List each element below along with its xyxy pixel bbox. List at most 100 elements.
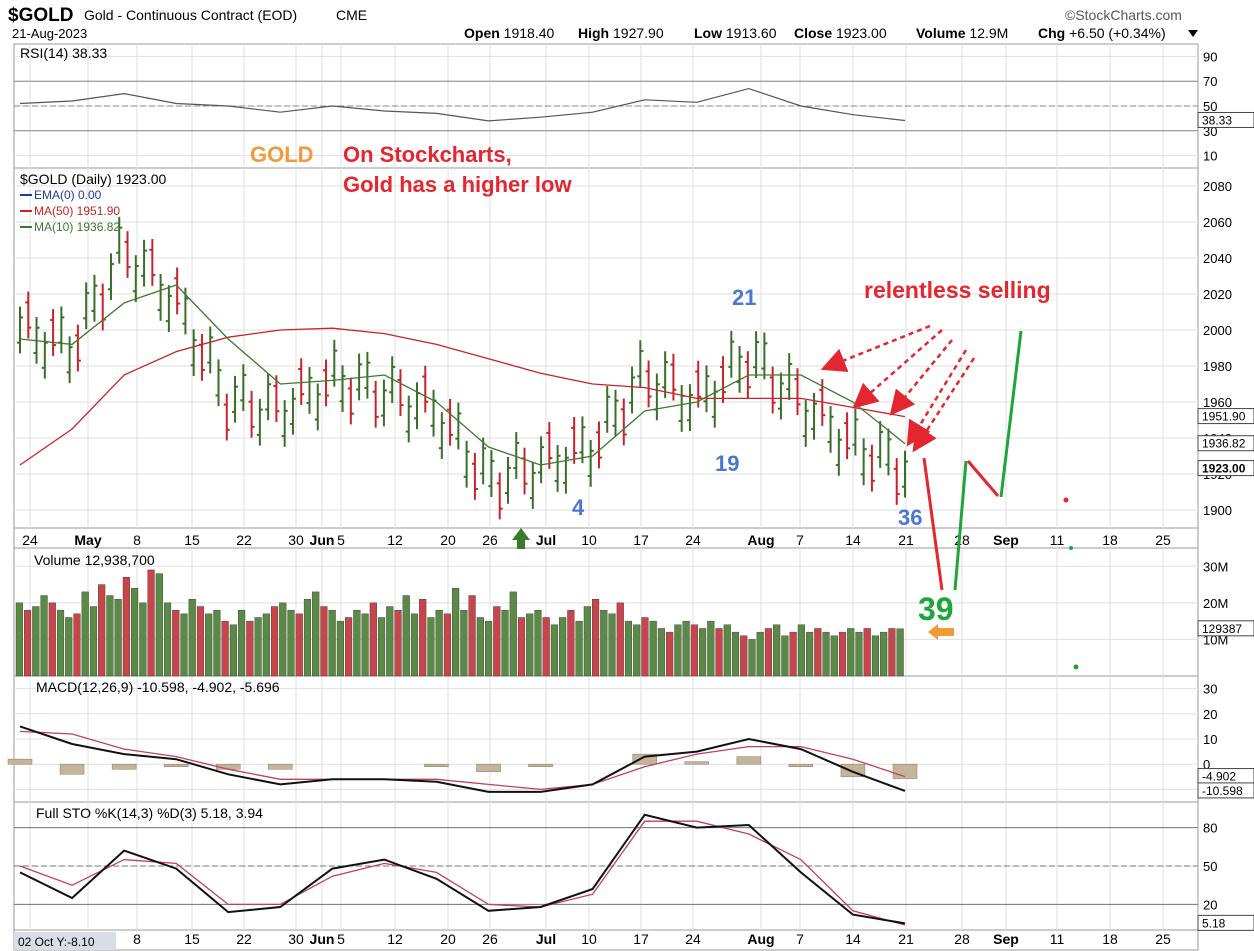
x-tick-label-bottom: 5 xyxy=(337,931,345,947)
y-tick-label: 20 xyxy=(1203,897,1217,912)
macd-signal-line xyxy=(19,730,906,791)
x-tick-label: 5 xyxy=(337,532,345,548)
watermark[interactable]: ©StockCharts.com xyxy=(1065,7,1182,23)
dot-red xyxy=(1063,497,1069,503)
macd-hist-bar xyxy=(476,763,501,773)
quote-value: 1927.90 xyxy=(613,25,664,41)
macd-tag-2: -10.598 xyxy=(1202,784,1243,798)
volume-bar xyxy=(641,617,649,677)
sto-last-tag: 5.18 xyxy=(1202,916,1226,930)
volume-bar xyxy=(56,609,65,677)
macd-hist-bar xyxy=(163,763,189,767)
volume-bar xyxy=(377,617,386,677)
volume-bar xyxy=(394,609,402,677)
label-19: 19 xyxy=(715,451,739,476)
triangle-down-icon[interactable] xyxy=(1188,30,1198,37)
y-tick-label: 20 xyxy=(1203,707,1217,722)
volume-last-tag-box xyxy=(1197,620,1254,637)
volume-bar xyxy=(295,613,303,677)
plots: RSI(14) 38.33 $GOLD (Daily) 1923.00EMA(0)… xyxy=(7,45,1198,926)
volume-bar xyxy=(32,606,40,677)
y-tick-label: 20M xyxy=(1203,596,1228,611)
quote-value: 1913.60 xyxy=(726,25,777,41)
price-title: $GOLD (Daily) 1923.00 xyxy=(20,171,167,187)
volume-bar xyxy=(163,602,172,677)
y-tick-label: 10 xyxy=(1203,732,1217,747)
volume-bar xyxy=(773,624,781,677)
volume-title: Volume 12,938,700 xyxy=(34,552,155,568)
volume-bar xyxy=(353,609,361,677)
volume-bar xyxy=(822,631,830,677)
volume-bar xyxy=(452,588,460,677)
legend-entry: MA(10) 1936.82 xyxy=(34,220,120,234)
volume-bar xyxy=(443,613,451,677)
x-tick-label-bottom: 26 xyxy=(482,931,498,947)
panel-price xyxy=(13,167,1199,529)
volume-bar xyxy=(48,602,56,677)
price-tag-ma10-box xyxy=(1197,435,1254,452)
price-tag-close: 1923.00 xyxy=(1202,462,1246,476)
macd-hist-bar xyxy=(268,763,293,770)
volume-bar xyxy=(616,602,624,677)
rsi-last-tag: 38.33 xyxy=(1202,113,1232,127)
price-tag-ma50-box xyxy=(1197,408,1254,425)
x-tick-label-bottom: 22 xyxy=(236,931,252,947)
volume-bar xyxy=(361,613,369,677)
sto-d-line xyxy=(19,820,906,926)
symbol-title: $GOLD xyxy=(8,5,73,26)
quote-label: Low xyxy=(694,25,726,41)
macd-line xyxy=(19,725,906,793)
volume-bar xyxy=(246,620,254,677)
x-tick-label-bottom: Sep xyxy=(993,931,1019,947)
x-tick-label: 18 xyxy=(1102,532,1118,548)
volume-bar xyxy=(205,613,213,677)
exchange-label: CME xyxy=(336,7,367,23)
volume-bar xyxy=(880,631,888,677)
volume-bar xyxy=(106,595,114,677)
legend-entry: MA(50) 1951.90 xyxy=(34,204,120,218)
volume-bar xyxy=(213,609,221,677)
y-tick-label: 1960 xyxy=(1203,395,1232,410)
x-tick-label: 15 xyxy=(184,532,200,548)
quote-item: Volume 12.9M xyxy=(916,25,1008,41)
volume-bar xyxy=(65,617,73,677)
macd-hist-bar xyxy=(59,763,85,775)
volume-bar xyxy=(279,602,287,677)
dashed-arrow xyxy=(912,357,976,453)
label-39: 39 xyxy=(918,591,954,627)
volume-bar xyxy=(369,602,377,677)
volume-bar xyxy=(476,617,484,677)
y-tick-label: 30 xyxy=(1203,682,1217,697)
volume-bar xyxy=(517,617,526,677)
volume-bar xyxy=(24,609,32,677)
y-tick-label: 50 xyxy=(1203,99,1217,114)
macd-tag-1: -4.902 xyxy=(1202,770,1236,784)
ma10-line xyxy=(19,284,906,466)
chart-date: 21-Aug-2023 xyxy=(12,26,87,41)
volume-bar xyxy=(139,602,147,677)
y-tick-label: 2040 xyxy=(1203,251,1232,266)
volume-bar xyxy=(740,635,748,677)
rsi-line xyxy=(19,87,906,122)
volume-bar xyxy=(855,631,863,677)
volume-bar xyxy=(863,628,871,677)
x-tick-label: 24 xyxy=(22,532,38,548)
volume-bar xyxy=(814,628,822,677)
dot-green xyxy=(1069,546,1073,550)
label-21: 21 xyxy=(732,285,756,310)
volume-bar xyxy=(229,624,237,677)
volume-bar xyxy=(526,613,534,677)
volume-bar xyxy=(871,635,880,677)
macd-hist-bar xyxy=(788,763,814,767)
volume-last-tag: 129387 xyxy=(1202,622,1242,636)
rsi-title: RSI(14) 38.33 xyxy=(20,45,107,61)
volume-bar xyxy=(427,617,435,677)
volume-bar xyxy=(674,624,682,677)
volume-bar xyxy=(287,609,295,677)
quote-item: High 1927.90 xyxy=(578,25,664,41)
quote-value: 1918.40 xyxy=(504,25,555,41)
x-tick-label: Aug xyxy=(747,532,774,548)
x-tick-label-bottom: 30 xyxy=(288,931,304,947)
volume-bar xyxy=(731,631,740,677)
